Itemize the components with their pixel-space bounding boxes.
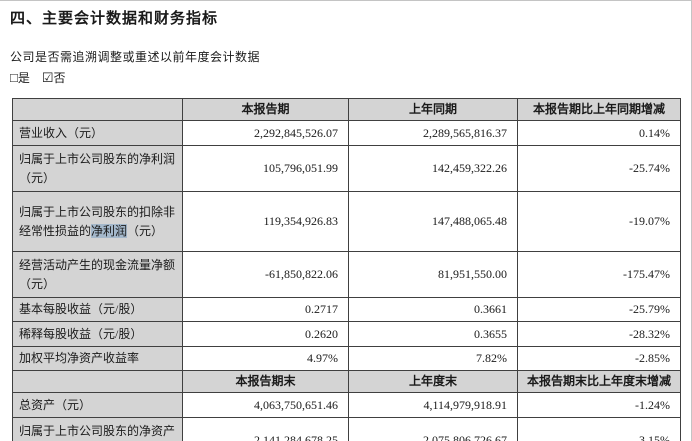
selected-text-highlight: 净利润 <box>91 223 128 238</box>
value-current: 2,292,845,526.07 <box>182 120 349 146</box>
row-label: 稀释每股收益（元/股） <box>12 321 183 347</box>
value-current: 119,354,926.83 <box>182 191 349 252</box>
value-change: -175.47% <box>517 251 681 298</box>
value-prior: 7.82% <box>348 346 518 371</box>
row-label: 归属于上市公司股东的净资产（元） <box>12 417 183 441</box>
period-header-row: 本报告期 上年同期 本报告期比上年同期增减 <box>12 98 681 121</box>
value-current: 2,141,284,678.25 <box>182 417 349 441</box>
value-change: -28.32% <box>517 321 681 347</box>
row-label: 经营活动产生的现金流量净额（元） <box>12 251 183 298</box>
row-label: 归属于上市公司股东的净利润（元） <box>12 145 183 192</box>
row-label: 加权平均净资产收益率 <box>12 346 183 371</box>
value-change: -25.74% <box>517 145 681 192</box>
table-row-net-profit: 归属于上市公司股东的净利润（元） 105,796,051.99 142,459,… <box>12 145 681 192</box>
restate-question: 公司是否需追溯调整或重述以前年度会计数据 <box>10 50 261 64</box>
table-row-net-assets: 归属于上市公司股东的净资产（元） 2,141,284,678.25 2,075,… <box>12 417 681 441</box>
table-row-revenue: 营业收入（元） 2,292,845,526.07 2,289,565,816.3… <box>12 120 681 146</box>
yearend-header-row: 本报告期末 上年度末 本报告期末比上年度末增减 <box>12 370 681 393</box>
header-period-change: 本报告期比上年同期增减 <box>517 98 681 121</box>
header-blank-cell <box>12 370 183 393</box>
table-row-diluted-eps: 稀释每股收益（元/股） 0.2620 0.3655 -28.32% <box>12 321 681 347</box>
value-prior: 2,075,806,726.67 <box>348 417 518 441</box>
value-current: -61,850,822.06 <box>182 251 349 298</box>
value-prior: 2,289,565,816.37 <box>348 120 518 146</box>
header-yearend-change: 本报告期末比上年度末增减 <box>517 370 681 393</box>
row-label-text: （元） <box>127 223 164 238</box>
header-prior-yearend: 上年度末 <box>348 370 518 393</box>
value-current: 0.2717 <box>182 297 349 322</box>
table-row-operating-cash-flow: 经营活动产生的现金流量净额（元） -61,850,822.06 81,951,5… <box>12 251 681 298</box>
value-change: -19.07% <box>517 191 681 252</box>
option-yes: □是 <box>10 70 30 85</box>
financial-indicators-table: 本报告期 上年同期 本报告期比上年同期增减 营业收入（元） 2,292,845,… <box>12 98 681 441</box>
table-row-basic-eps: 基本每股收益（元/股） 0.2717 0.3661 -25.79% <box>12 297 681 322</box>
header-current-period: 本报告期 <box>182 98 349 121</box>
row-label: 营业收入（元） <box>12 120 183 146</box>
checkbox-unchecked-icon[interactable]: □ <box>10 70 18 85</box>
option-no-label: 否 <box>53 71 66 85</box>
value-change: -25.79% <box>517 297 681 322</box>
header-blank-cell <box>12 98 183 121</box>
value-current: 105,796,051.99 <box>182 145 349 192</box>
value-change: 0.14% <box>517 120 681 146</box>
row-label: 归属于上市公司股东的扣除非经常性损益的净利润（元） <box>12 191 183 252</box>
header-current-yearend: 本报告期末 <box>182 370 349 393</box>
value-prior: 142,459,322.26 <box>348 145 518 192</box>
table-row-weighted-avg-roe: 加权平均净资产收益率 4.97% 7.82% -2.85% <box>12 346 681 371</box>
row-label-text: 归属于上市公司股东的扣除非经常性损益的 <box>19 204 176 238</box>
value-current: 0.2620 <box>182 321 349 347</box>
value-current: 4,063,750,651.46 <box>182 392 349 418</box>
restate-options: □是 ☑否 <box>10 69 75 86</box>
value-change: -2.85% <box>517 346 681 371</box>
option-no: ☑否 <box>41 70 66 85</box>
table-row-total-assets: 总资产（元） 4,063,750,651.46 4,114,979,918.91… <box>12 392 681 418</box>
value-prior: 0.3661 <box>348 297 518 322</box>
value-prior: 81,951,550.00 <box>348 251 518 298</box>
option-yes-label: 是 <box>17 71 30 85</box>
row-label: 基本每股收益（元/股） <box>12 297 183 322</box>
value-prior: 147,488,065.48 <box>348 191 518 252</box>
value-prior: 4,114,979,918.91 <box>348 392 518 418</box>
value-current: 4.97% <box>182 346 349 371</box>
value-prior: 0.3655 <box>348 321 518 347</box>
row-label: 总资产（元） <box>12 392 183 418</box>
header-prior-period: 上年同期 <box>348 98 518 121</box>
value-change: 3.15% <box>517 417 681 441</box>
value-change: -1.24% <box>517 392 681 418</box>
table-row-net-profit-excl-nonrecurring: 归属于上市公司股东的扣除非经常性损益的净利润（元） 119,354,926.83… <box>12 191 681 252</box>
section-title: 四、主要会计数据和财务指标 <box>10 11 219 27</box>
checkbox-checked-icon[interactable]: ☑ <box>41 70 54 85</box>
